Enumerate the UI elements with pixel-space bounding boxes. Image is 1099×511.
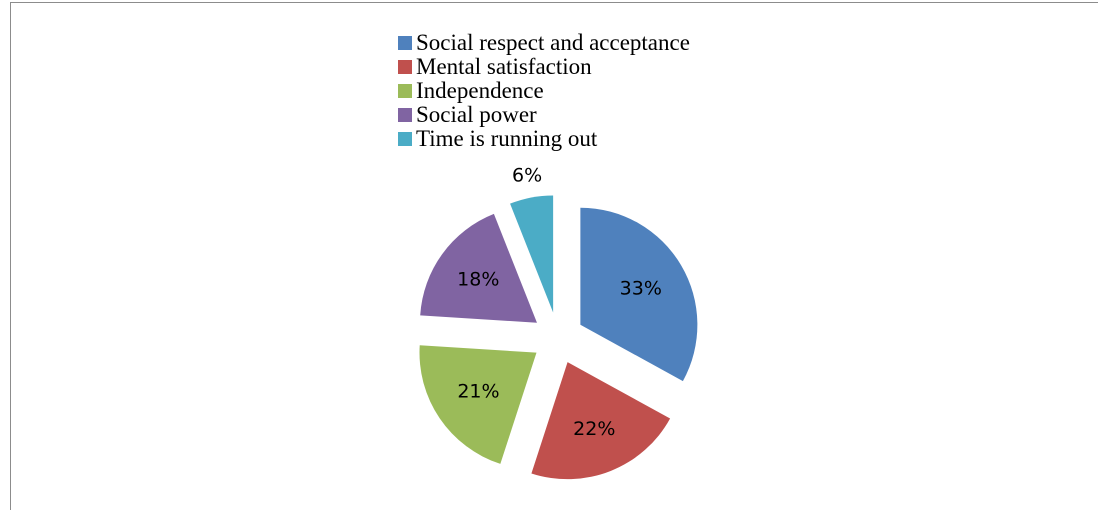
legend-label-time-running-out: Time is running out [416,126,598,151]
pie-slice-independence [419,345,537,464]
legend-item-independence: Independence [398,79,690,103]
legend-swatch-mental-satisfaction [398,60,412,74]
pie-label-independence: 21% [457,381,499,403]
legend-item-social-power: Social power [398,103,690,127]
pie-slice-social-power [420,213,537,323]
legend-label-mental-satisfaction: Mental satisfaction [416,54,592,79]
pie-label-social-respect: 33% [620,278,662,300]
chart-frame [10,2,1098,510]
legend-item-social-respect: Social respect and acceptance [398,31,690,55]
legend-item-time-running-out: Time is running out [398,127,690,151]
legend-label-social-respect: Social respect and acceptance [416,30,690,55]
pie-label-social-power: 18% [457,269,499,291]
pie-slice-mental-satisfaction [531,362,671,480]
legend-swatch-independence [398,84,412,98]
pie-label-time-running-out: 6% [512,164,542,186]
legend-swatch-social-respect [398,36,412,50]
legend-label-social-power: Social power [416,102,537,127]
legend-label-independence: Independence [416,78,544,103]
legend-swatch-time-running-out [398,132,412,146]
pie-slice-social-respect [580,207,698,382]
pie-label-mental-satisfaction: 22% [573,418,615,440]
legend-swatch-social-power [398,108,412,122]
pie-slice-time-running-out [510,195,554,313]
legend-item-mental-satisfaction: Mental satisfaction [398,55,690,79]
chart-legend: Social respect and acceptance Mental sat… [398,31,690,151]
